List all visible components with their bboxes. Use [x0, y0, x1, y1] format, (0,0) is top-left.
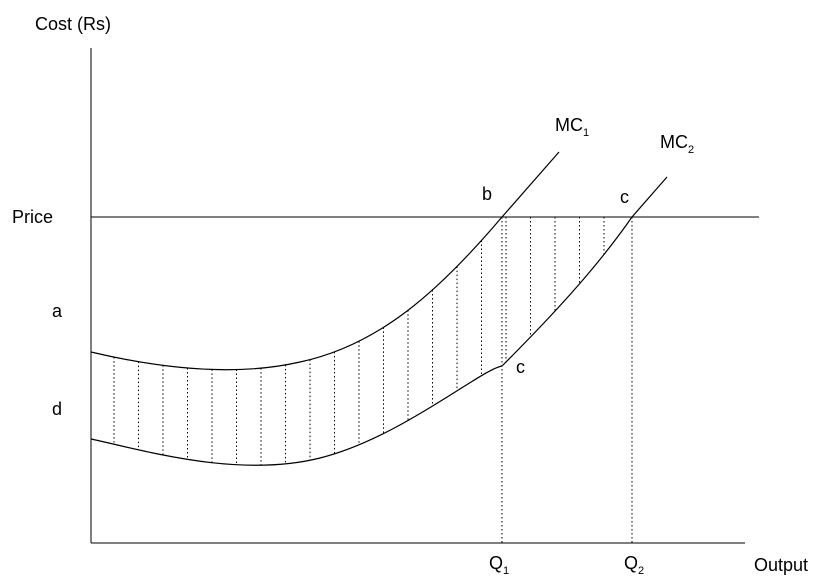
point-b-label: b — [482, 184, 492, 204]
mc2-label-base: MC — [660, 132, 688, 152]
mc2-label-sub: 2 — [688, 144, 694, 156]
hatched-area — [113, 217, 605, 466]
q2-label: Q2 — [624, 553, 644, 577]
q1-label-sub: 1 — [503, 565, 509, 577]
point-a-label: a — [52, 301, 63, 321]
point-d-label: d — [52, 399, 62, 419]
mc1-curve — [90, 151, 560, 371]
q2-label-sub: 2 — [638, 565, 644, 577]
price-label: Price — [12, 207, 53, 227]
y-axis-label: Cost (Rs) — [35, 14, 111, 34]
q2-label-base: Q — [624, 553, 638, 573]
mc2-curve — [90, 176, 668, 466]
q1-label: Q1 — [489, 553, 509, 577]
x-axis-label: Output — [754, 555, 808, 575]
mc1-label-base: MC — [555, 115, 583, 135]
q1-label-base: Q — [489, 553, 503, 573]
point-c-upper-label: c — [620, 187, 629, 207]
point-c-lower-label: c — [516, 357, 525, 377]
mc1-label: MC1 — [555, 115, 589, 139]
mc2-label: MC2 — [660, 132, 694, 156]
mc1-label-sub: 1 — [583, 127, 589, 139]
